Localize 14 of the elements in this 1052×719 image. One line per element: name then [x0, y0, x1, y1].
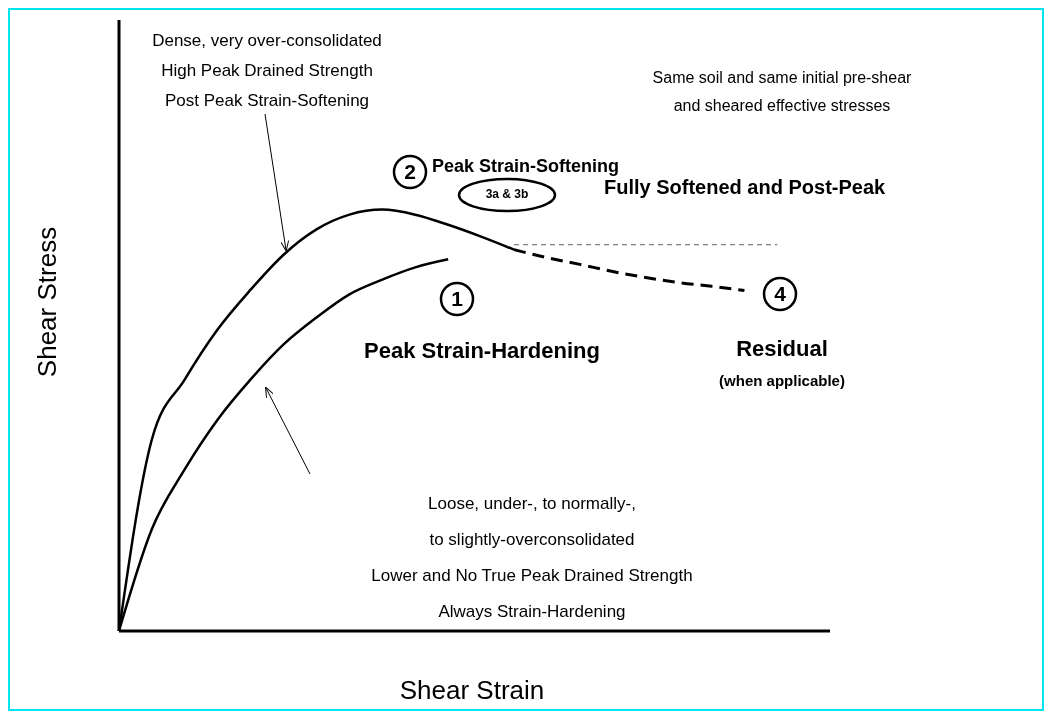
- text: Dense, very over-consolidated High Peak Drained Strength Post Peak Strain-Softening: [152, 30, 382, 112]
- annotation: (when applicable): [719, 372, 845, 389]
- text: 3a & 3b: [485, 187, 529, 201]
- annotation: Residual: [736, 336, 828, 362]
- text: 2: [404, 160, 416, 184]
- text: Peak Strain-Softening: [432, 156, 620, 177]
- annotation: 4: [774, 282, 786, 306]
- y-axis-title: Shear Stress: [31, 226, 63, 378]
- annotation: Loose, under-, to normally-, to slightly-overconsolidated Lower and No True Peak Drained Strength Always Strain-Hardening: [371, 493, 693, 623]
- annotation: Peak Strain-Hardening: [364, 338, 600, 364]
- annotation: 1: [451, 287, 463, 311]
- text: Same soil and same initial pre-shear and sheared effective stresses: [652, 68, 912, 116]
- x-axis-title: Shear Strain: [399, 674, 545, 706]
- text: Fully Softened and Post-Peak: [604, 176, 886, 199]
